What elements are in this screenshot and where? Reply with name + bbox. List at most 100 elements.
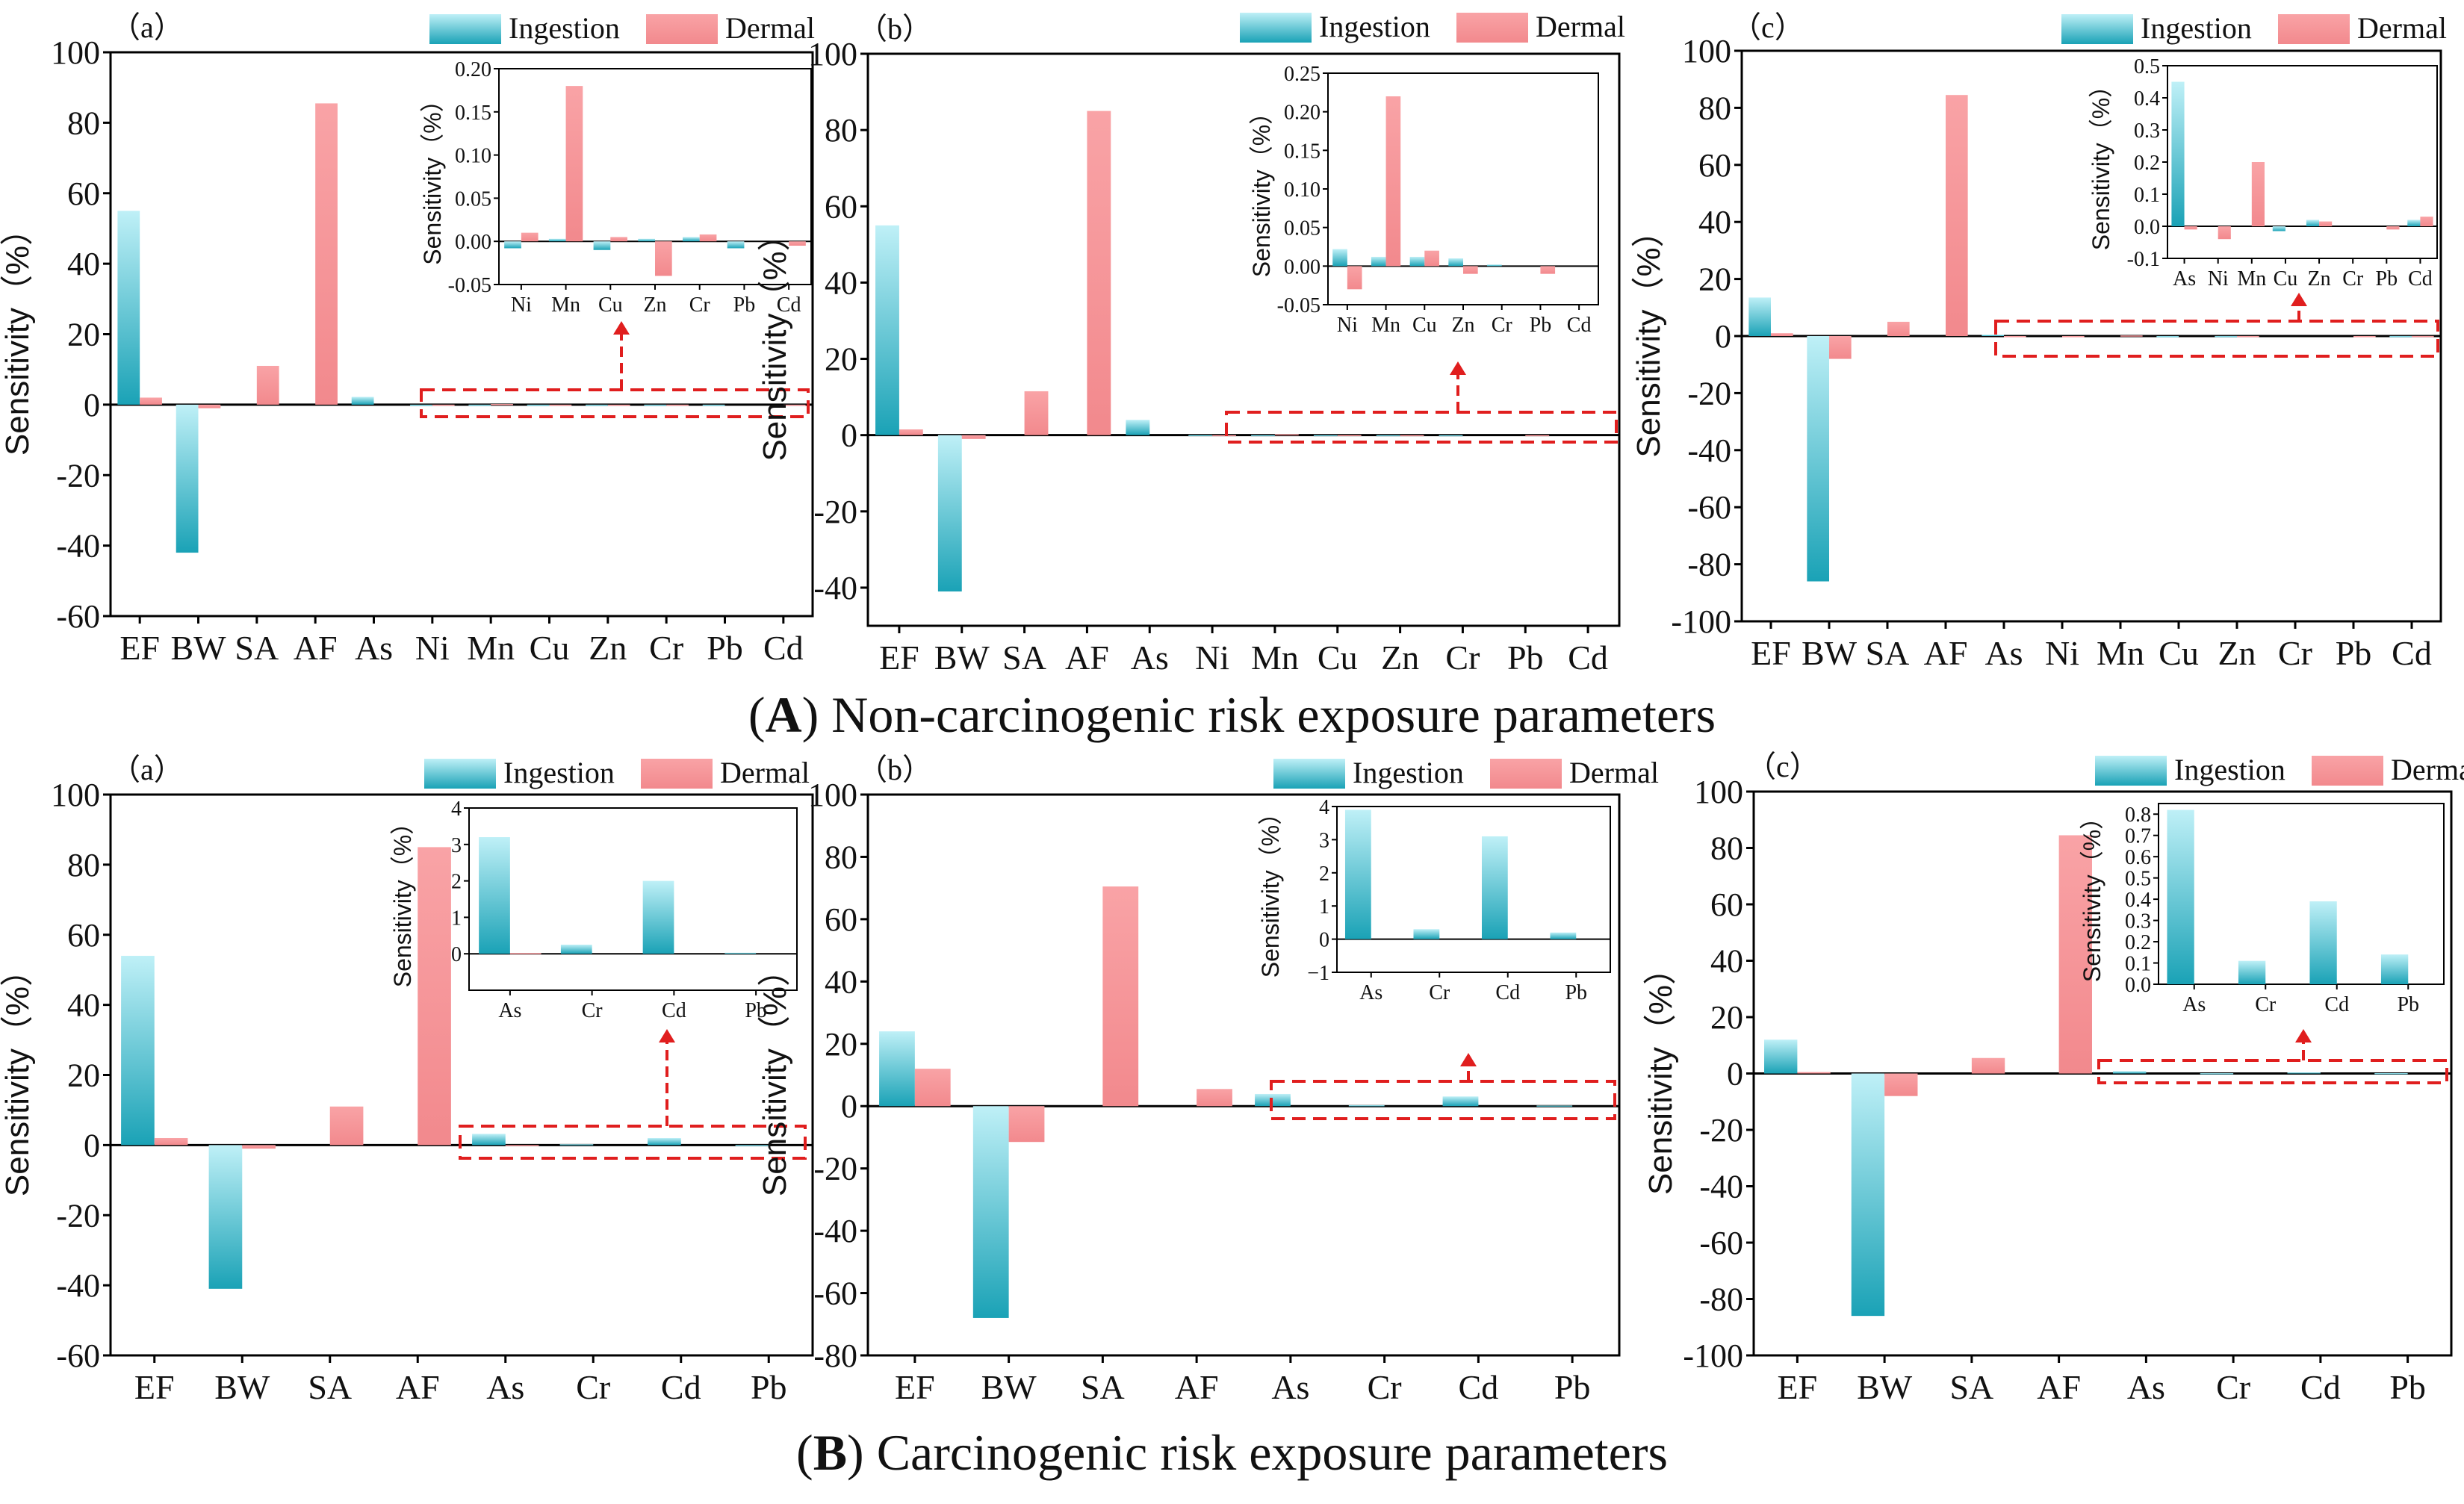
panel-a-b-xtick-label-ef: EF xyxy=(879,638,919,677)
panel-b-b-inset-ytick-label: 4 xyxy=(1319,796,1329,819)
panel-a-b-inset-xtick-label-cd: Cd xyxy=(1567,314,1592,337)
panel-a-b-bar-dermal-ef xyxy=(899,429,923,435)
panel-a-b-xtick-label-cd: Cd xyxy=(1568,638,1608,677)
panel-a-a-inset-bar-dermal-zn xyxy=(655,241,672,276)
panel-b-c-xtick-label-as: As xyxy=(2127,1368,2165,1406)
panel-b-c-xtick-label-af: AF xyxy=(2037,1368,2081,1406)
panel-b-c-inset-bar-ingestion-cd xyxy=(2309,901,2337,984)
panel-b-a-bar-ingestion-cr xyxy=(559,1144,594,1146)
panel-a-c-bar-ingestion-bw xyxy=(1807,336,1829,582)
panel-b-a-inset-xtick-label-cr: Cr xyxy=(582,999,603,1022)
panel-b-b-bar-ingestion-cd xyxy=(1442,1096,1479,1107)
panel-a-b-inset: -0.05 0.00 0.05 0.10 0.15 0.20 0.25 Sensitivity… xyxy=(1248,63,1599,337)
panel-a-b-xtick-label-af: AF xyxy=(1065,638,1109,677)
panel-a-c-inset-bar-dermal-mn xyxy=(2251,162,2265,226)
panel-a-c-ylabel-group: Sensitivity（%） xyxy=(1630,214,1667,457)
panel-a-c-xtick-label-pb: Pb xyxy=(2336,634,2372,672)
panel-b-b-bar-dermal-ef xyxy=(914,1069,951,1107)
panel-a-a-bar-dermal-bw xyxy=(198,404,221,408)
panel-b-c-bar-dermal-sa xyxy=(1971,1057,2005,1074)
panel-b-a-ytick-label: 60 xyxy=(67,917,100,954)
panel-a-a-bar-ingestion-cu xyxy=(527,404,550,406)
panel-a-b-bar-dermal-mn xyxy=(1274,434,1299,436)
panel-a-a-bar-ingestion-ni xyxy=(410,404,432,406)
panel-a-b-arrow-head xyxy=(1450,361,1466,375)
panel-b-c-inset-xtick-label-cd: Cd xyxy=(2324,993,2349,1016)
panel-a-b-ytick-label: 80 xyxy=(825,112,857,149)
panel-b-b-xtick-label-cr: Cr xyxy=(1368,1368,1402,1406)
panel-b-c-bar-ingestion-ef xyxy=(1764,1040,1798,1074)
panel-a-a-legend-swatch-dermal xyxy=(646,14,718,44)
panel-b-c-xtick-label-pb: Pb xyxy=(2389,1368,2426,1406)
panel-group-text-b: Carcinogenic risk exposure parameters xyxy=(876,1424,1668,1481)
panel-a-b-inset-xtick-label-zn: Zn xyxy=(1451,314,1474,337)
panel-b-a-ytick-label: 80 xyxy=(67,847,100,883)
panel-a-b-inset-bar-dermal-mn xyxy=(1385,96,1401,267)
panel-b-a-bar-ingestion-cd xyxy=(648,1137,681,1146)
panel-a-b-inset-xtick-label-ni: Ni xyxy=(1337,314,1358,337)
panel-a-b-inset-bar-ingestion-mn xyxy=(1371,256,1386,267)
panel-a-a-ytick-label: 0 xyxy=(84,387,100,423)
panel-a-b-xtick-label-cu: Cu xyxy=(1318,638,1358,677)
panel-a-c-xtick-label-ef: EF xyxy=(1751,634,1791,672)
panel-b-c-xtick-label-cd: Cd xyxy=(2300,1368,2341,1406)
panel-a-a-inset-xtick-label-mn: Mn xyxy=(551,293,580,317)
panel-a-a-bar-ingestion-ef xyxy=(117,211,140,405)
panel-b-c-inset-xtick-label-as: As xyxy=(2182,993,2206,1016)
panel-a-b-highlight-box xyxy=(1225,411,1618,444)
panel-a-a-inset-bar-ingestion-cr xyxy=(683,237,700,242)
panel-b-c-inset-ytick-label: 0.3 xyxy=(2125,910,2151,933)
panel-a-a-ytick-label: -20 xyxy=(56,457,100,494)
panel-a-c-ylabel: Sensitivity（%） xyxy=(1630,214,1667,457)
panel-group-letter-b: B xyxy=(813,1424,848,1481)
panel-b-b-bar-dermal-sa xyxy=(1102,886,1139,1107)
panel-a-a-highlight-box xyxy=(420,388,810,418)
panel-b-b-legend-ingestion: Ingestion xyxy=(1353,756,1464,789)
panel-a-b-ylabel: Sensitivity（%） xyxy=(757,218,793,461)
panel-a-c-bar-dermal-bw xyxy=(1829,336,1852,359)
panel-b-b-inset-xtick-label-cd: Cd xyxy=(1495,981,1520,1004)
panel-b-a-highlight-box xyxy=(459,1125,807,1160)
panel-a-b-inset-ytick-label: 0.15 xyxy=(1284,140,1321,163)
panel-b-a-bar-ingestion-ef xyxy=(121,955,155,1146)
panel-b-c-inset-bar-ingestion-cr xyxy=(2238,960,2266,984)
panel-a-c-inset: -0.1 0.0 0.1 0.2 0.3 0.4 0.5 Sensitivity（%） As Ni… xyxy=(2088,55,2438,290)
panel-b-b-inset-ytick-label: 3 xyxy=(1319,829,1329,852)
panel-a-b-bar-dermal-bw xyxy=(961,435,986,439)
panel-b-b-inset-bar-ingestion-cd xyxy=(1481,836,1508,939)
panel-b-a-ylabel-group: Sensitivity（%） xyxy=(0,954,36,1196)
panel-a-b-ytick-label: -40 xyxy=(813,570,857,606)
panel-b-a-arrow-head xyxy=(659,1029,675,1042)
panel-b-b-xtick-label-sa: SA xyxy=(1081,1368,1125,1406)
panel-b-c-bar-ingestion-bw xyxy=(1851,1073,1885,1317)
panel-b-c-xtick-label-sa: SA xyxy=(1949,1368,1993,1406)
panel-b-c-ytick-label: -60 xyxy=(1699,1225,1743,1261)
panel-b-c-inset-bar-ingestion-pb xyxy=(2380,954,2409,984)
panel-a-a-ylabel-group: Sensitivity（%） xyxy=(0,213,36,456)
panel-b-c-inset-ytick-label: 0.6 xyxy=(2125,846,2151,869)
panel-a-b-xtick-label-bw: BW xyxy=(934,638,990,677)
panel-a-c-bar-ingestion-cd xyxy=(2389,335,2412,338)
panel-b-b-legend-swatch-ingestion xyxy=(1273,759,1345,789)
panel-a-a-bar-dermal-zn xyxy=(607,404,630,406)
panel-a-c-inset-ytick-label: 0.2 xyxy=(2134,152,2160,175)
panel-a-c-inset-xtick-label-cd: Cd xyxy=(2408,267,2433,290)
panel-b-b-inset-bar-ingestion-cr xyxy=(1413,929,1440,939)
panel-b-b-highlight-box xyxy=(1270,1080,1616,1120)
panel-a-a-bar-dermal-ni xyxy=(432,404,455,406)
panel-a-c-xtick-label-ni: Ni xyxy=(2045,634,2079,672)
panel-b-b: -80-60-40-20020406080100Sensitivity（%）EF… xyxy=(757,753,1659,1406)
panel-a-c-inset-bar-dermal-as xyxy=(2184,226,2197,230)
panel-a-b-inset-ylabel: Sensitivity（%） xyxy=(1248,101,1275,278)
panel-a-c-legend-ingestion: Ingestion xyxy=(2141,11,2252,45)
panel-b-a-inset-bar-ingestion-as xyxy=(479,837,510,954)
panel-a-b-inset-xtick-label-mn: Mn xyxy=(1371,314,1400,337)
panel-b-c-legend-dermal: Dermal xyxy=(2391,753,2464,786)
panel-a-a-bar-dermal-cu xyxy=(549,404,572,406)
panel-a-b-bar-dermal-pb xyxy=(1525,435,1550,437)
panel-b-c-inset-ytick-label: 0.7 xyxy=(2125,825,2151,848)
panel-b-b-ytick-label: -60 xyxy=(813,1275,857,1312)
panel-b-c-inset: 0.00.10.20.30.40.50.60.70.8 Sensitivity（%… xyxy=(2079,803,2445,1016)
